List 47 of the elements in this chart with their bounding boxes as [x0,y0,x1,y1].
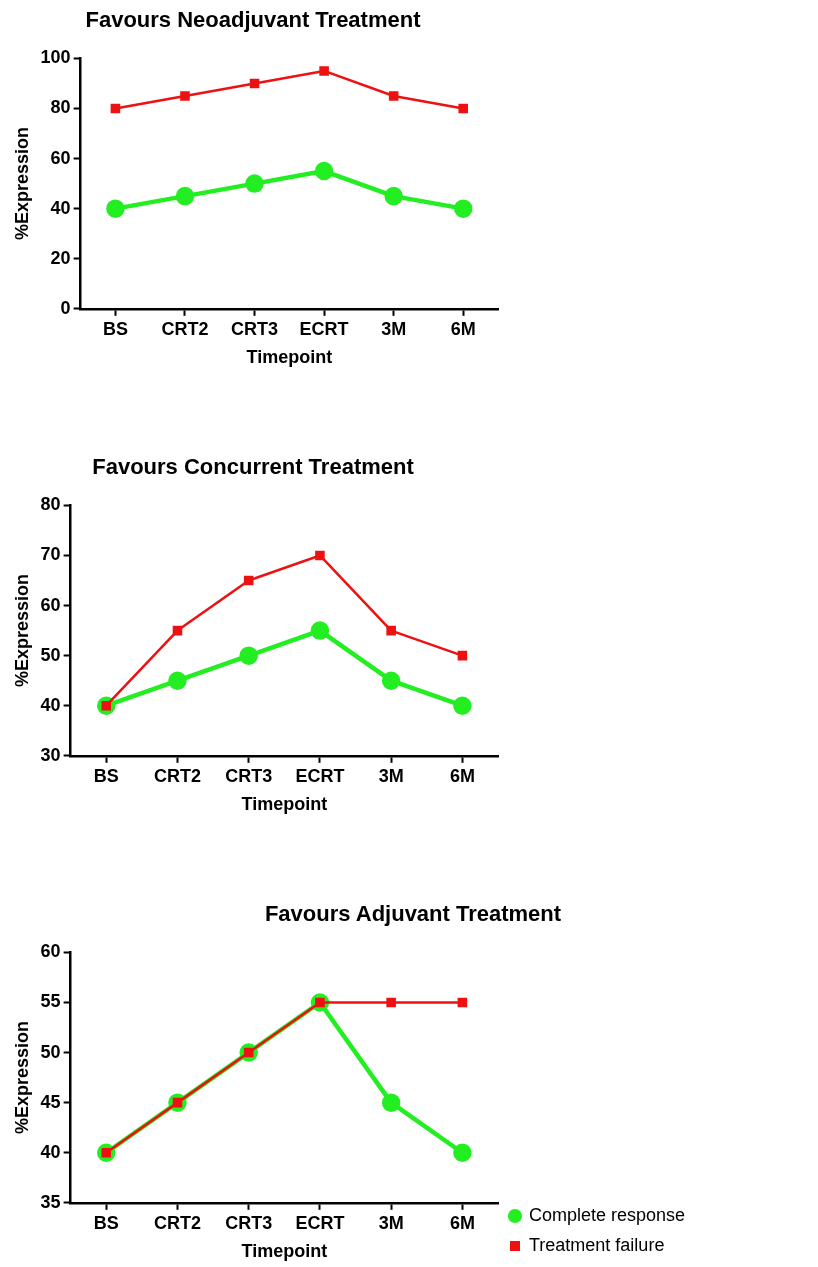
x-tick-label: 3M [378,1212,404,1233]
y-tick-label: 40 [50,197,71,218]
x-tick-label: CRT3 [231,318,279,339]
y-tick-label: 60 [40,594,61,615]
y-tick-label: 35 [40,1191,61,1212]
x-tick-label: BS [93,1212,119,1233]
x-tick-label: CRT3 [225,765,273,786]
x-tick-label: 6M [449,765,475,786]
x-tick-label: BS [93,765,119,786]
y-tick-label: 50 [40,644,61,665]
x-tick-label: CRT2 [161,318,209,339]
y-axis-title: %Expression [11,574,32,688]
y-tick-label: 30 [40,744,61,765]
y-tick-label: 70 [40,544,61,565]
x-axis-title: Timepoint [241,794,328,815]
legend-label: Treatment failure [529,1234,665,1255]
x-tick-label: 3M [381,318,407,339]
x-tick-label: BS [102,318,128,339]
y-tick-label: 0 [60,297,71,318]
chart-title: Favours Adjuvant Treatment [264,901,562,927]
x-tick-label: CRT3 [225,1212,273,1233]
x-tick-label: ECRT [299,318,349,339]
chart-title: Favours Neoadjuvant Treatment [85,7,422,33]
y-tick-label: 80 [40,494,61,515]
legend-label: Complete response [529,1204,686,1225]
y-tick-label: 80 [50,97,71,118]
y-axis-title: %Expression [11,127,32,241]
y-tick-label: 100 [40,47,71,68]
y-tick-label: 40 [40,694,61,715]
x-axis-title: Timepoint [246,347,333,368]
y-tick-label: 40 [40,1141,61,1162]
x-tick-label: 6M [449,1212,475,1233]
x-tick-label: ECRT [295,765,345,786]
x-tick-label: CRT2 [153,1212,201,1233]
y-tick-label: 45 [40,1091,61,1112]
y-tick-label: 60 [40,941,61,962]
x-tick-label: ECRT [295,1212,345,1233]
chart-title: Favours Concurrent Treatment [92,454,415,480]
x-tick-label: 3M [378,765,404,786]
x-axis-title: Timepoint [241,1241,328,1262]
y-tick-label: 60 [50,147,71,168]
x-tick-label: 6M [450,318,476,339]
x-tick-label: CRT2 [153,765,201,786]
y-tick-label: 55 [40,991,61,1012]
y-tick-label: 50 [40,1041,61,1062]
y-axis-title: %Expression [11,1021,32,1135]
y-tick-label: 20 [50,247,71,268]
